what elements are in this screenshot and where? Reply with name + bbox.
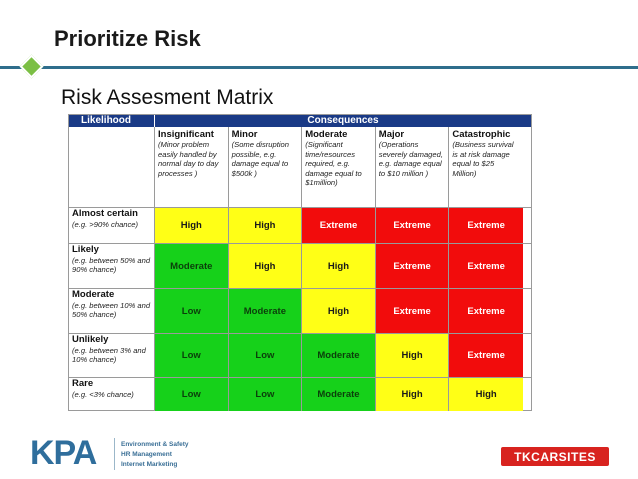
risk-cell: Low xyxy=(155,289,229,333)
risk-cell: High xyxy=(228,244,303,288)
slide-title: Prioritize Risk xyxy=(54,26,201,51)
likelihood-desc: (e.g. between 50% and 90% chance) xyxy=(72,255,151,274)
likelihood-name: Almost certain xyxy=(72,208,138,219)
risk-cell: Low xyxy=(228,378,303,411)
matrix-corner-cell xyxy=(69,127,155,207)
consequence-major: Major (Operations severely damaged, e.g.… xyxy=(376,127,450,207)
risk-cell: Extreme xyxy=(375,244,450,288)
likelihood-row-unlikely: Unlikely (e.g. between 3% and 10% chance… xyxy=(69,334,531,378)
consequence-moderate: Moderate (Significant time/resources req… xyxy=(302,127,376,207)
likelihood-name: Moderate xyxy=(72,289,115,300)
kpa-tagline-line: Internet Marketing xyxy=(121,461,178,468)
likelihood-header: Likelihood xyxy=(69,115,155,127)
likelihood-desc: (e.g. between 10% and 50% chance) xyxy=(72,300,151,319)
consequence-desc: (Some disruption possible, e.g. damage e… xyxy=(231,140,289,178)
likelihood-name: Likely xyxy=(72,244,99,255)
risk-cell: High xyxy=(375,378,450,411)
likelihood-label: Rare (e.g. <3% chance) xyxy=(69,378,155,411)
risk-cell: Moderate xyxy=(302,378,376,411)
consequence-desc: (Significant time/resources required, e.… xyxy=(305,140,362,188)
kpa-tagline: Environment & Safety HR Management Inter… xyxy=(121,440,189,470)
consequence-name: Moderate xyxy=(305,129,348,140)
diamond-bullet-icon xyxy=(19,54,44,79)
consequence-name: Minor xyxy=(231,129,258,140)
title-divider xyxy=(0,66,638,69)
risk-cell: Moderate xyxy=(228,289,303,333)
risk-cell: High xyxy=(375,334,450,377)
risk-cell: Extreme xyxy=(449,334,523,377)
risk-cell: Extreme xyxy=(449,244,523,288)
consequence-minor: Minor (Some disruption possible, e.g. da… xyxy=(229,127,303,207)
kpa-logo-divider xyxy=(114,438,115,470)
likelihood-row-almost-certain: Almost certain (e.g. >90% chance) High H… xyxy=(69,208,531,244)
likelihood-row-likely: Likely (e.g. between 50% and 90% chance)… xyxy=(69,244,531,289)
consequence-desc: (Business survival is at risk damage equ… xyxy=(452,140,514,178)
risk-matrix-table: Likelihood Consequences Insignificant (M… xyxy=(68,114,532,411)
slide-subtitle: Risk Assesment Matrix xyxy=(61,86,274,109)
likelihood-label: Unlikely (e.g. between 3% and 10% chance… xyxy=(69,334,155,377)
risk-cell: Extreme xyxy=(302,208,376,243)
risk-cell: High xyxy=(228,208,303,243)
risk-cell: Extreme xyxy=(449,208,523,243)
likelihood-row-moderate: Moderate (e.g. between 10% and 50% chanc… xyxy=(69,289,531,334)
consequences-header: Consequences xyxy=(155,115,531,127)
likelihood-desc: (e.g. >90% chance) xyxy=(72,219,139,229)
risk-cell: Moderate xyxy=(155,244,229,288)
consequence-description-row: Insignificant (Minor problem easily hand… xyxy=(69,127,531,208)
risk-cell: High xyxy=(302,289,376,333)
likelihood-name: Rare xyxy=(72,378,94,389)
likelihood-desc: (e.g. between 3% and 10% chance) xyxy=(72,345,146,364)
matrix-header-row: Likelihood Consequences xyxy=(69,115,531,127)
consequence-name: Insignificant xyxy=(158,129,214,140)
risk-cell: Low xyxy=(155,378,229,411)
risk-cell: Moderate xyxy=(302,334,376,377)
risk-cell: Low xyxy=(155,334,229,377)
kpa-tagline-line: HR Management xyxy=(121,451,172,458)
risk-cell: Extreme xyxy=(375,208,450,243)
likelihood-label: Almost certain (e.g. >90% chance) xyxy=(69,208,155,243)
consequence-catastrophic: Catastrophic (Business survival is at ri… xyxy=(449,127,523,207)
risk-cell: Extreme xyxy=(449,289,523,333)
consequence-name: Major xyxy=(378,129,405,140)
likelihood-name: Unlikely xyxy=(72,334,109,345)
risk-cell: Low xyxy=(228,334,303,377)
tkcarsites-logo: TKCARSITES xyxy=(501,447,609,466)
likelihood-desc: (e.g. <3% chance) xyxy=(72,389,134,399)
likelihood-label: Moderate (e.g. between 10% and 50% chanc… xyxy=(69,289,155,333)
consequence-insignificant: Insignificant (Minor problem easily hand… xyxy=(155,127,229,207)
risk-cell: Extreme xyxy=(375,289,450,333)
kpa-tagline-line: Environment & Safety xyxy=(121,441,189,448)
risk-cell: High xyxy=(302,244,376,288)
consequence-name: Catastrophic xyxy=(452,129,511,140)
kpa-logo: KPA xyxy=(30,434,97,472)
consequence-desc: (Operations severely damaged, e.g. damag… xyxy=(378,140,443,178)
likelihood-row-rare: Rare (e.g. <3% chance) Low Low Moderate … xyxy=(69,378,531,411)
risk-cell: High xyxy=(449,378,523,411)
consequence-desc: (Minor problem easily handled by normal … xyxy=(158,140,219,178)
likelihood-label: Likely (e.g. between 50% and 90% chance) xyxy=(69,244,155,288)
risk-cell: High xyxy=(155,208,229,243)
